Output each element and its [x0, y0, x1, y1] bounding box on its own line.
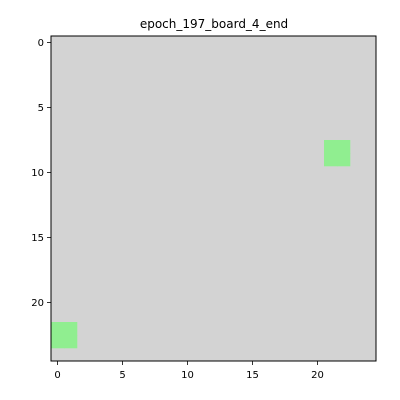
heatmap-cells [51, 140, 351, 349]
chart-title: epoch_197_board_4_end [140, 17, 288, 31]
x-tick-label: 5 [119, 370, 125, 381]
x-tick-label: 15 [246, 370, 259, 381]
heatmap-cell [337, 140, 351, 154]
x-tick-label: 10 [181, 370, 194, 381]
heatmap-cell [64, 322, 78, 336]
heatmap-background [51, 36, 376, 361]
y-tick-label: 20 [31, 298, 44, 309]
plot-area [50, 35, 377, 362]
x-axis: 0 5 10 15 20 [54, 361, 324, 381]
heatmap-cell [51, 322, 65, 336]
y-tick-label: 5 [38, 103, 44, 114]
heatmap-cell [337, 153, 351, 167]
heatmap-cell [324, 140, 338, 154]
plot-frame [50, 35, 377, 362]
heatmap-cell [324, 153, 338, 167]
heatmap-cell [64, 335, 78, 349]
x-tick-label: 0 [54, 370, 60, 381]
y-tick-label: 15 [31, 233, 44, 244]
x-tick-label: 20 [311, 370, 324, 381]
y-tick-label: 10 [31, 168, 44, 179]
heatmap-cell [51, 335, 65, 349]
y-axis: 0 5 10 15 20 [31, 38, 51, 309]
y-tick-label: 0 [38, 38, 44, 49]
